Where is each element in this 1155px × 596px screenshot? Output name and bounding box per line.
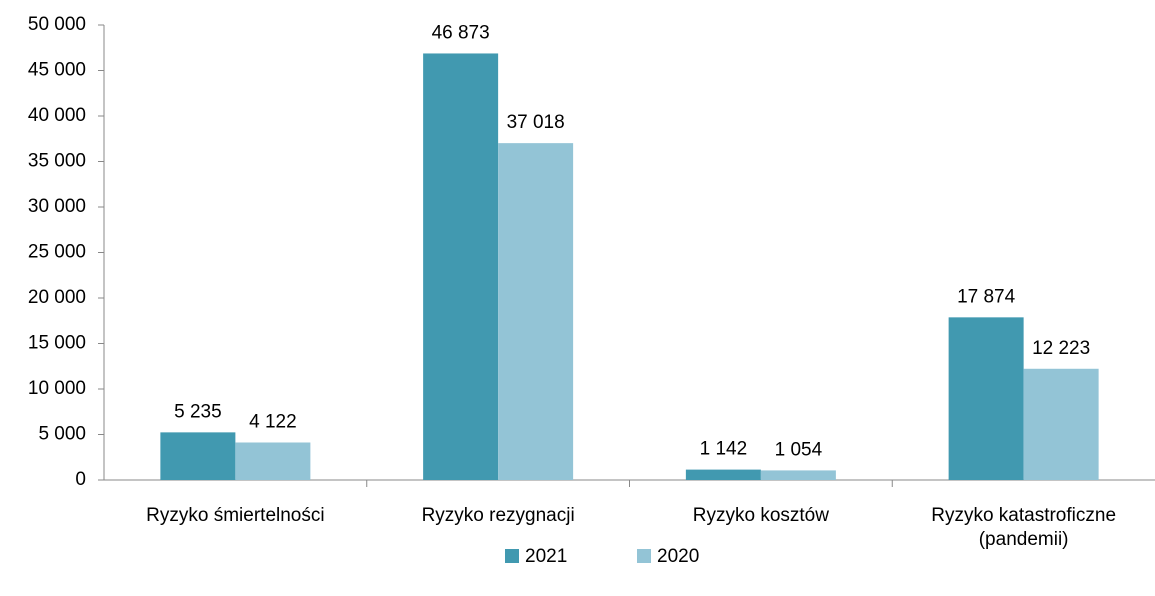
value-label: 5 235 (174, 401, 222, 422)
y-tick-label: 45 000 (28, 60, 86, 81)
y-tick-label: 15 000 (28, 333, 86, 354)
value-label: 1 054 (775, 439, 823, 460)
bar (948, 317, 1024, 480)
bar (685, 469, 761, 480)
bar (423, 53, 499, 481)
x-tick-label: Ryzyko śmiertelności (146, 505, 325, 526)
x-tick-label: Ryzyko rezygnacji (421, 505, 575, 526)
bar (498, 143, 574, 480)
bar (760, 470, 836, 480)
y-tick-label: 35 000 (28, 151, 86, 172)
y-tick-label: 10 000 (28, 378, 86, 399)
value-label: 37 018 (507, 112, 565, 133)
y-tick-label: 40 000 (28, 105, 86, 126)
bar (160, 432, 236, 480)
legend-label: 2020 (657, 546, 699, 567)
value-label: 17 874 (957, 286, 1016, 307)
bar (235, 442, 311, 480)
value-label: 46 873 (432, 22, 490, 43)
y-tick-label: 25 000 (28, 242, 86, 263)
value-label: 1 142 (700, 439, 748, 460)
y-tick-label: 20 000 (28, 287, 86, 308)
y-tick-label: 0 (75, 469, 86, 490)
legend-swatch (505, 549, 519, 563)
bar (1023, 368, 1099, 480)
legend-swatch (637, 549, 651, 563)
value-label: 12 223 (1032, 338, 1090, 359)
legend-label: 2021 (525, 546, 567, 567)
x-tick-label: Ryzyko kosztów (692, 505, 829, 526)
x-tick-label: Ryzyko katastroficzne (pandemii) (931, 505, 1117, 550)
y-tick-label: 50 000 (28, 14, 86, 35)
y-tick-label: 5 000 (38, 424, 86, 445)
value-label: 4 122 (249, 412, 297, 433)
y-tick-label: 30 000 (28, 196, 86, 217)
